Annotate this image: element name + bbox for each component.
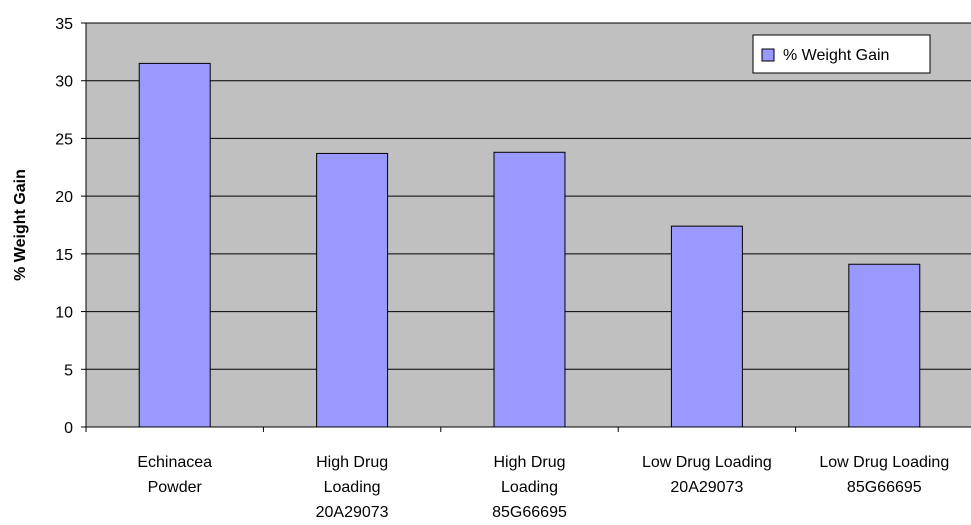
x-tick-label: Low Drug Loading 20A29073	[642, 454, 772, 496]
bar	[493, 151, 566, 428]
axes	[85, 23, 971, 428]
y-tick-label: 30	[55, 74, 73, 91]
legend-swatch	[761, 48, 775, 62]
y-tick-label: 10	[55, 305, 73, 322]
x-tick-label: High Drug Loading 85G66695	[492, 454, 567, 521]
y-tick-label: 20	[55, 189, 73, 206]
y-tick-label: 25	[55, 131, 73, 148]
y-tick-label: 5	[64, 362, 73, 379]
x-tick-label: Low Drug Loading 85G66695	[819, 454, 949, 496]
x-tick-labels: Echinacea Powder High Drug Loading 20A29073 H…	[85, 427, 949, 521]
bar	[848, 263, 921, 428]
legend-label: % Weight Gain	[783, 47, 889, 64]
y-tick-label: 35	[55, 16, 73, 33]
x-tick-label: High Drug Loading 20A29073	[316, 454, 389, 521]
bar	[670, 225, 743, 428]
y-tick-label: 0	[64, 420, 73, 437]
bar	[316, 152, 389, 428]
legend: % Weight Gain	[752, 34, 931, 74]
x-tick-label: Echinacea Powder	[137, 454, 212, 496]
y-axis-label: % Weight Gain	[12, 169, 29, 281]
bar	[138, 62, 211, 428]
y-tick-labels: 0 5 10 15 20 25 30 35	[55, 16, 86, 437]
legend-box	[752, 34, 931, 74]
y-tick-label: 15	[55, 247, 73, 264]
